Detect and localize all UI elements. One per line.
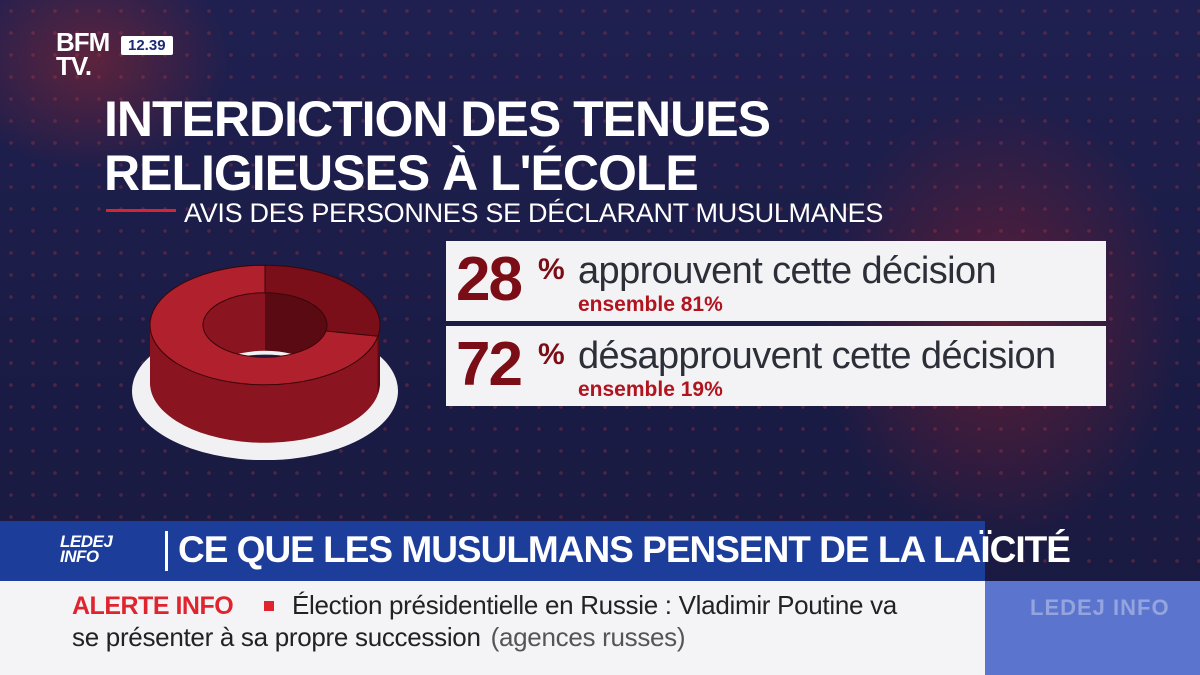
ticker-side-watermark: LEDEJ INFO (1030, 595, 1170, 620)
stat-row-disapprove: 72 % désapprouvent cette décision ensemb… (446, 326, 1106, 406)
ticker-source: (agences russes) (490, 622, 686, 652)
clock-time: 12.39 (121, 36, 173, 55)
stat-percent-sign-approve: % (538, 253, 565, 286)
banner-separator (165, 531, 168, 571)
show-logo-line2: INFO (60, 547, 99, 566)
graphic-subtitle: AVIS DES PERSONNES SE DÉCLARANT MUSULMAN… (184, 198, 884, 228)
stat-percent-sign-disapprove: % (538, 338, 565, 371)
title-accent-rule (106, 209, 176, 212)
stat-value-disapprove: 72 (456, 330, 523, 399)
stat-row-approve: 28 % approuvent cette décision ensemble … (446, 241, 1106, 321)
stat-value-approve: 28 (456, 245, 523, 314)
show-logo: LEDEJ INFO (60, 532, 113, 566)
ticker-text-line2: se présenter à sa propre succession (agen… (72, 622, 686, 653)
channel-logo-line1: BFM (56, 27, 110, 57)
ticker-side-panel (985, 581, 1200, 675)
graphic-title: INTERDICTION DES TENUES RELIGIEUSES À L'… (104, 91, 771, 201)
channel-logo: BFM TV. (56, 27, 110, 81)
donut-slice-0 (264, 264, 381, 337)
donut-slice-1 (149, 264, 379, 386)
ticker-text-line2-main: se présenter à sa propre succession (72, 622, 481, 652)
alert-info-tag: ALERTE INFO (72, 592, 234, 620)
show-logo-line1: LEDEJ (60, 532, 113, 551)
banner-headline: CE QUE LES MUSULMANS PENSENT DE LA LAÏCI… (178, 529, 1071, 570)
channel-logo-line2: TV. (56, 51, 92, 81)
news-ticker (0, 581, 985, 675)
ticker-text-line1: Élection présidentielle en Russie : Vlad… (292, 590, 897, 620)
headline-banner (0, 521, 985, 581)
stat-label-approve: approuvent cette décision (578, 250, 997, 292)
stat-overall-approve: ensemble 81% (578, 293, 723, 316)
stat-overall-disapprove: ensemble 19% (578, 378, 723, 401)
donut-chart (132, 264, 398, 460)
alert-square-icon (264, 601, 274, 611)
stat-label-disapprove: désapprouvent cette décision (578, 335, 1056, 377)
